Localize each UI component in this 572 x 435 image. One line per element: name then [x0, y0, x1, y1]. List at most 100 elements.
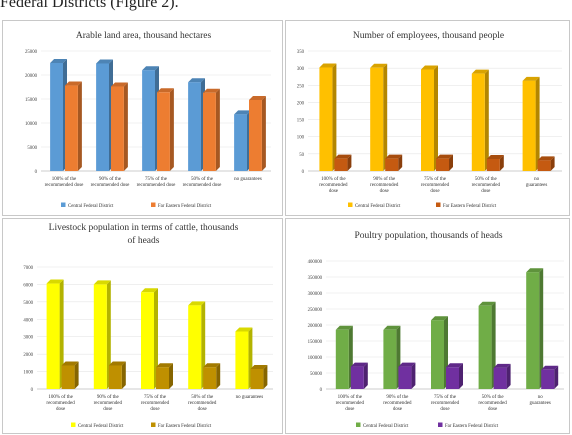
x-tick-label: dose: [329, 189, 339, 194]
y-tick-label: 350: [297, 50, 305, 55]
bar-top: [398, 362, 416, 367]
bar: [61, 365, 75, 389]
bar-side: [347, 154, 352, 171]
bar-top: [203, 88, 220, 93]
bar-side: [215, 88, 220, 171]
chart-title: of heads: [128, 235, 160, 246]
x-tick-label: 75% of the: [424, 177, 447, 182]
bar: [65, 85, 78, 171]
bar-top: [188, 301, 206, 306]
y-tick-label: 100: [297, 136, 305, 141]
x-tick-label: dose: [198, 407, 208, 412]
bar-top: [431, 316, 448, 321]
bar-top: [486, 155, 504, 159]
legend-swatch: [436, 202, 441, 207]
x-tick-label: recommended dose: [91, 183, 131, 188]
bar-side: [261, 95, 266, 171]
x-tick-label: no: [534, 177, 540, 182]
x-tick-label: no guarantees: [236, 395, 264, 400]
legend-swatch: [348, 202, 353, 207]
bar-side: [77, 81, 82, 171]
legend-swatch: [71, 422, 76, 427]
bar-top: [478, 301, 496, 306]
x-tick-label: 90% of the: [386, 395, 409, 400]
x-tick-label: 90% of the: [97, 395, 120, 400]
bar-top: [141, 288, 158, 293]
bar: [188, 82, 201, 171]
x-tick-label: recommended: [431, 401, 460, 406]
y-tick-label: 1000: [23, 371, 33, 376]
y-tick-label: 250: [297, 84, 305, 89]
bar-top: [493, 363, 511, 368]
bar-top: [203, 363, 221, 368]
bar-side: [59, 279, 64, 389]
y-tick-label: 350000: [308, 276, 323, 281]
bar: [250, 368, 264, 389]
bar: [398, 366, 412, 389]
y-tick-label: 6000: [23, 283, 33, 288]
x-tick-label: recommended: [141, 401, 170, 406]
bar-top: [50, 59, 67, 63]
bar-side: [539, 268, 544, 389]
chart-svg: Number of employees, thousand people 0 50 1…: [297, 30, 562, 209]
y-tick-label: 15000: [25, 98, 38, 103]
bar: [96, 63, 109, 172]
bar-side: [169, 88, 174, 171]
bar: [249, 99, 262, 171]
bar-top: [334, 154, 352, 159]
chart-poultry: Poultry population, thousands of heads 0 5…: [285, 218, 570, 434]
x-tick-label: 75% of the: [145, 177, 168, 182]
y-tick-label: 0: [31, 388, 34, 393]
bar-side: [550, 156, 555, 171]
y-tick-label: 20000: [25, 74, 38, 79]
y-tick-label: 4000: [23, 318, 33, 323]
x-tick-label: recommended: [188, 401, 217, 406]
y-tick-label: 0: [302, 170, 305, 175]
bar: [319, 67, 333, 171]
chart-employees: Number of employees, thousand people 0 50 1…: [285, 20, 570, 216]
x-tick-label: dose: [481, 189, 491, 194]
y-tick-label: 300: [297, 67, 305, 72]
bar-top: [541, 365, 559, 370]
legend-label: Central Federal District: [355, 204, 401, 209]
y-tick-label: 50000: [310, 372, 323, 377]
chart-title: Number of employees, thousand people: [353, 30, 504, 41]
x-tick-label: 100% of the: [52, 177, 77, 182]
bar-side: [74, 361, 79, 389]
bar-side: [106, 280, 111, 389]
y-tick-label: 200: [297, 101, 305, 106]
bar-top: [156, 363, 173, 368]
bar-top: [61, 361, 79, 366]
bar-side: [383, 63, 388, 171]
bar: [537, 160, 551, 171]
legend-swatch: [356, 422, 361, 427]
bar-side: [484, 69, 489, 171]
bar: [522, 80, 536, 171]
bar-side: [363, 362, 368, 389]
legend-swatch: [151, 202, 156, 207]
x-tick-label: 100% of the: [338, 395, 363, 400]
x-tick-label: 75% of the: [144, 395, 167, 400]
legend-swatch: [151, 422, 156, 427]
bar: [142, 70, 155, 171]
y-tick-label: 0: [35, 170, 38, 175]
bar: [46, 283, 60, 389]
bar: [541, 369, 555, 389]
y-tick-label: 100000: [308, 356, 323, 361]
bar-top: [471, 69, 489, 74]
bar-side: [216, 363, 221, 389]
y-tick-label: 5000: [23, 301, 33, 306]
bar: [471, 73, 485, 171]
y-tick-label: 0: [320, 388, 323, 393]
bar-side: [506, 363, 511, 389]
chart-title: Livestock population in terms of cattle,…: [49, 222, 239, 233]
bar-top: [93, 280, 111, 285]
bar-top: [537, 156, 555, 161]
bar: [335, 329, 349, 389]
bar-top: [235, 327, 253, 332]
chart-title: Arable land area, thousand hectares: [76, 31, 212, 41]
bar-top: [142, 66, 159, 71]
chart-svg: Poultry population, thousands of heads 0 5…: [308, 230, 564, 429]
figure-caption: Federal Districts (Figure 2).: [0, 0, 179, 11]
x-tick-label: dose: [103, 407, 113, 412]
